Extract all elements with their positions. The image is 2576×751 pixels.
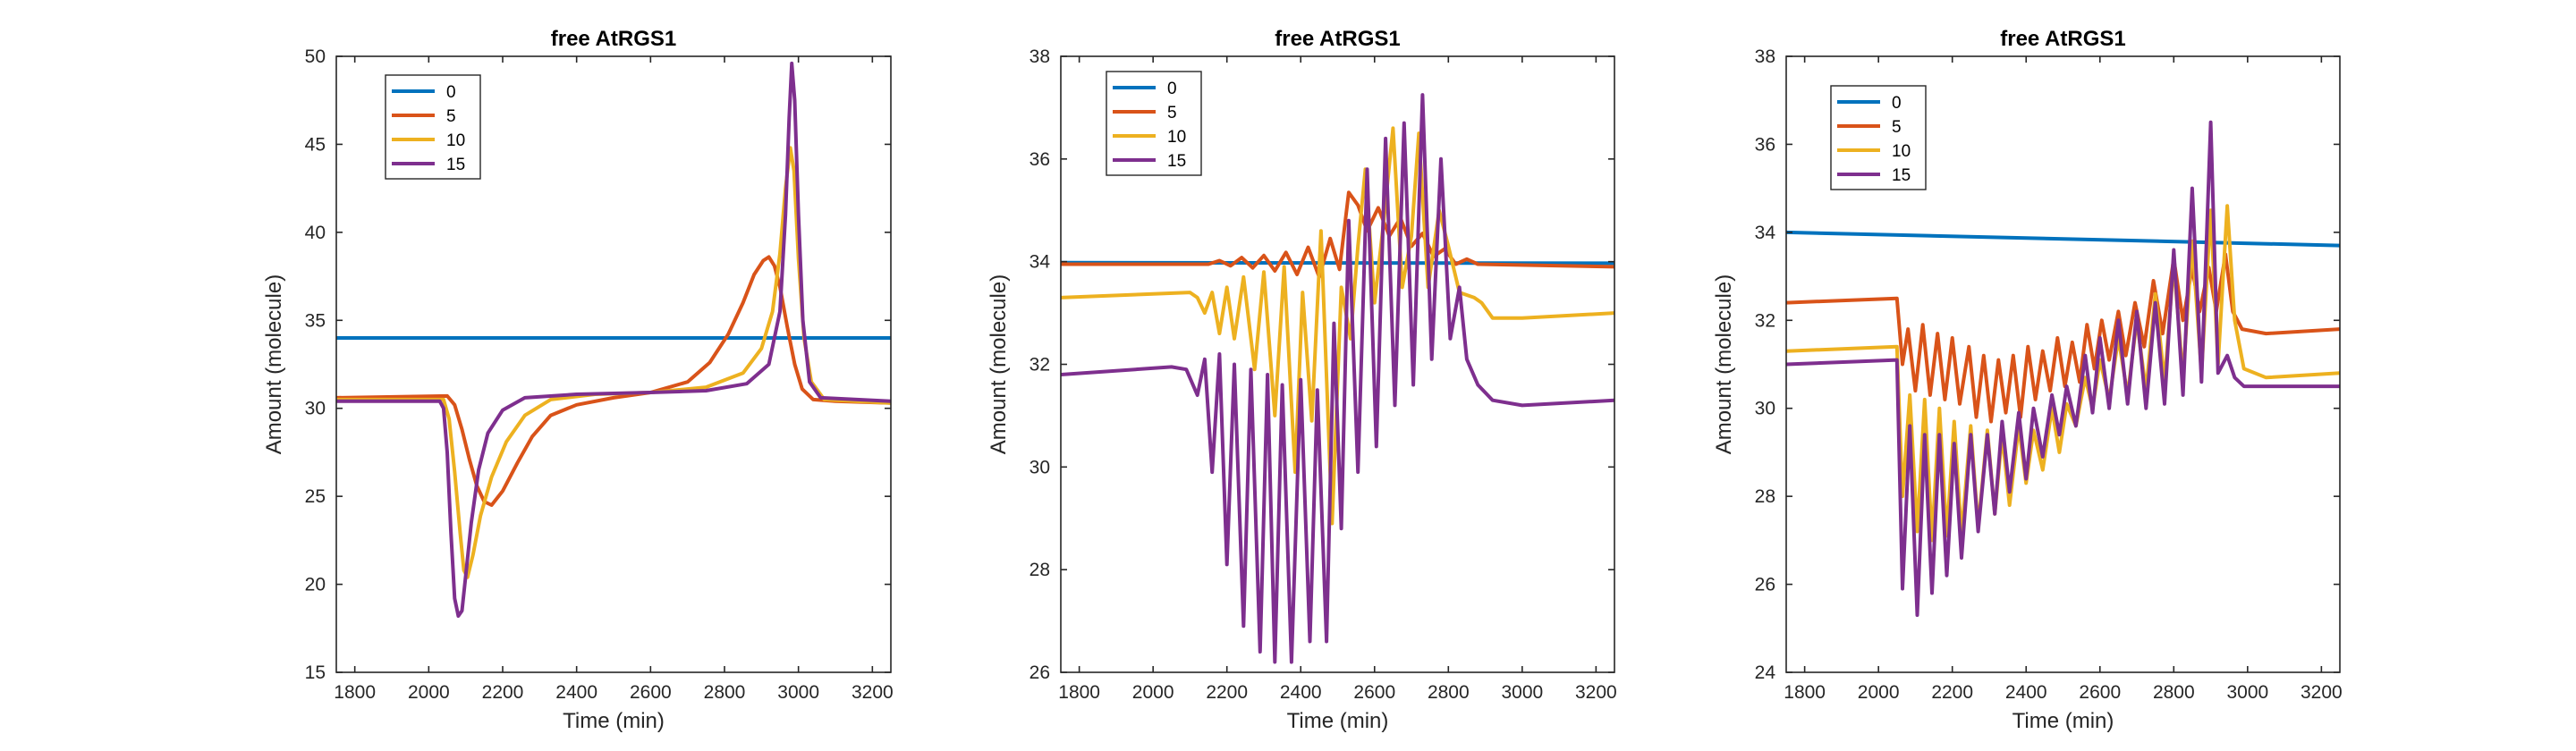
- x-tick-label: 1800: [1058, 682, 1100, 703]
- x-tick-label: 2800: [704, 682, 746, 703]
- x-tick-label: 2400: [2005, 682, 2047, 703]
- y-tick-label: 28: [1030, 560, 1050, 580]
- legend-label: 0: [446, 83, 456, 102]
- chart-panel-left: 1800 2000 2200 2400 2600 2800 3000 3200 15 20 25 30…: [262, 27, 894, 733]
- chart-panel-right: 1800 2000 2200 2400 2600 2800 3000 3200 24 26 28 30…: [1712, 27, 2343, 733]
- x-tick-label: 2400: [555, 682, 597, 703]
- y-tick-label: 32: [1030, 355, 1050, 376]
- y-tick-label: 36: [1030, 149, 1050, 170]
- y-tick-label: 26: [1755, 575, 1775, 595]
- series-line-5: [1061, 190, 1614, 279]
- legend: 0 5 10 15: [1830, 85, 1927, 190]
- x-tick-label: 3000: [1501, 682, 1543, 703]
- legend-label: 10: [446, 131, 465, 150]
- y-tick-label: 30: [1030, 457, 1050, 477]
- legend-label: 15: [446, 156, 465, 174]
- legend-label: 5: [446, 107, 456, 126]
- x-axis-label: Time (min): [563, 709, 665, 733]
- legend-label: 10: [1892, 142, 1911, 161]
- x-tick-label: 2000: [1858, 682, 1900, 703]
- x-axis-label: Time (min): [2012, 709, 2114, 733]
- series-line-0: [1786, 230, 2340, 248]
- x-tick-label: 2200: [1206, 682, 1248, 703]
- y-tick-label: 30: [305, 399, 326, 419]
- y-tick-label: 30: [1755, 399, 1775, 419]
- y-tick-label: 38: [1755, 46, 1775, 67]
- legend-label: 10: [1167, 128, 1186, 147]
- chart-title: free AtRGS1: [551, 27, 676, 51]
- x-tick-label: 1800: [1784, 682, 1826, 703]
- y-tick-label: 32: [1755, 310, 1775, 331]
- y-tick-label: 34: [1030, 252, 1051, 273]
- x-tick-label: 2600: [2079, 682, 2121, 703]
- y-axis-label: Amount (molecule): [987, 274, 1011, 454]
- y-tick-label: 25: [305, 486, 326, 507]
- y-tick-label: 50: [305, 46, 326, 67]
- x-tick-label: 3200: [1575, 682, 1617, 703]
- y-tick-label: 38: [1030, 46, 1050, 67]
- x-axis-label: Time (min): [1287, 709, 1389, 733]
- x-tick-label: 1800: [334, 682, 376, 703]
- y-tick-label: 20: [305, 575, 326, 595]
- legend-label: 5: [1892, 118, 1902, 137]
- y-tick-label: 45: [305, 134, 326, 155]
- y-tick-label: 34: [1755, 223, 1776, 243]
- legend-label: 0: [1167, 80, 1177, 98]
- y-axis-label: Amount (molecule): [262, 274, 286, 454]
- axes-frame: [1785, 55, 2341, 673]
- plot-area: [336, 61, 891, 618]
- x-tick-label: 3200: [2301, 682, 2343, 703]
- series-line-15: [1786, 120, 2340, 617]
- x-tick-label: 2600: [1353, 682, 1395, 703]
- legend-label: 5: [1167, 104, 1177, 122]
- y-axis-label: Amount (molecule): [1712, 274, 1736, 454]
- x-tick-label: 2400: [1280, 682, 1322, 703]
- plot-area: [1786, 120, 2340, 617]
- axes-frame: [335, 55, 892, 673]
- y-tick-label: 15: [305, 662, 326, 683]
- chart-panel-middle: 1800 2000 2200 2400 2600 2800 3000 3200 26 28 30 32…: [987, 27, 1617, 733]
- series-line-15: [1061, 93, 1614, 664]
- x-tick-label: 2200: [1931, 682, 1973, 703]
- legend-label: 15: [1167, 152, 1186, 171]
- series-line-5: [1786, 252, 2340, 424]
- chart-title: free AtRGS1: [1275, 27, 1400, 51]
- chart-title: free AtRGS1: [2000, 27, 2125, 51]
- x-tick-label: 2800: [2153, 682, 2195, 703]
- y-tick-label: 26: [1030, 662, 1050, 683]
- x-tick-label: 3000: [777, 682, 819, 703]
- y-tick-label: 36: [1755, 134, 1775, 155]
- x-tick-label: 3000: [2226, 682, 2268, 703]
- legend: 0 5 10 15: [385, 74, 481, 180]
- plot-area: [1061, 93, 1614, 664]
- y-tick-label: 35: [305, 310, 326, 331]
- legend-label: 15: [1892, 166, 1911, 185]
- y-tick-label: 40: [305, 223, 326, 243]
- x-tick-label: 3200: [852, 682, 894, 703]
- series-line-15: [336, 61, 891, 618]
- x-tick-label: 2000: [1132, 682, 1174, 703]
- y-tick-label: 28: [1755, 486, 1775, 507]
- series-line-10: [1061, 126, 1614, 526]
- legend-label: 0: [1892, 94, 1902, 113]
- legend: 0 5 10 15: [1106, 71, 1202, 176]
- x-tick-label: 2800: [1428, 682, 1470, 703]
- x-tick-label: 2600: [630, 682, 672, 703]
- x-tick-label: 2000: [408, 682, 450, 703]
- x-tick-label: 2200: [482, 682, 524, 703]
- y-tick-label: 24: [1755, 662, 1776, 683]
